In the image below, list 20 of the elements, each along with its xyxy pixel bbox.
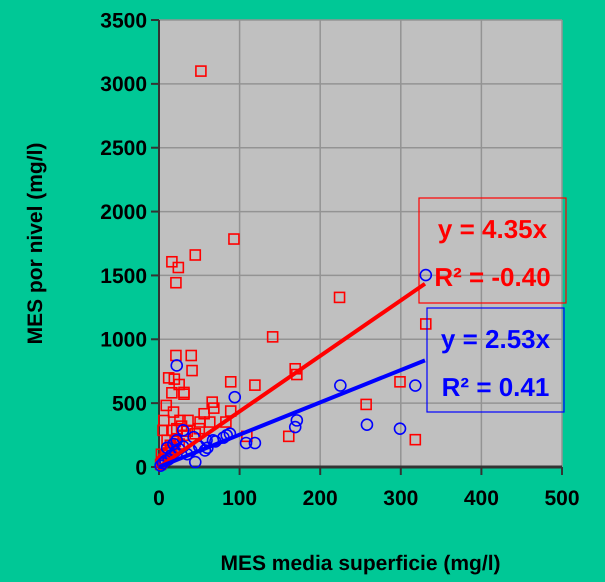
y-tick-label: 1500 — [100, 264, 147, 288]
annotation: y = 4.35x — [438, 214, 548, 244]
x-tick-label: 500 — [544, 487, 580, 510]
x-axis-title: MES media superficie (mg/l) — [220, 552, 501, 575]
y-tick-label: 3500 — [100, 9, 147, 32]
y-tick-label: 3000 — [100, 73, 147, 96]
y-axis-title: MES por nivel (mg/l) — [24, 142, 47, 344]
x-tick-label: 100 — [222, 487, 258, 510]
annotation: R² = 0.41 — [442, 372, 550, 402]
x-tick-label: 200 — [302, 487, 338, 510]
x-tick-label: 400 — [464, 487, 499, 510]
y-tick-label: 2000 — [100, 200, 147, 224]
annotation: y = 2.53x — [440, 324, 551, 354]
y-tick-label: 2500 — [100, 137, 147, 160]
x-tick-label: 0 — [153, 487, 165, 510]
x-tick-label: 300 — [383, 487, 418, 510]
y-tick-label: 1000 — [100, 328, 147, 352]
y-tick-label: 500 — [112, 392, 147, 416]
y-tick-label: 0 — [135, 456, 147, 480]
annotation: R² = -0.40 — [434, 262, 551, 292]
